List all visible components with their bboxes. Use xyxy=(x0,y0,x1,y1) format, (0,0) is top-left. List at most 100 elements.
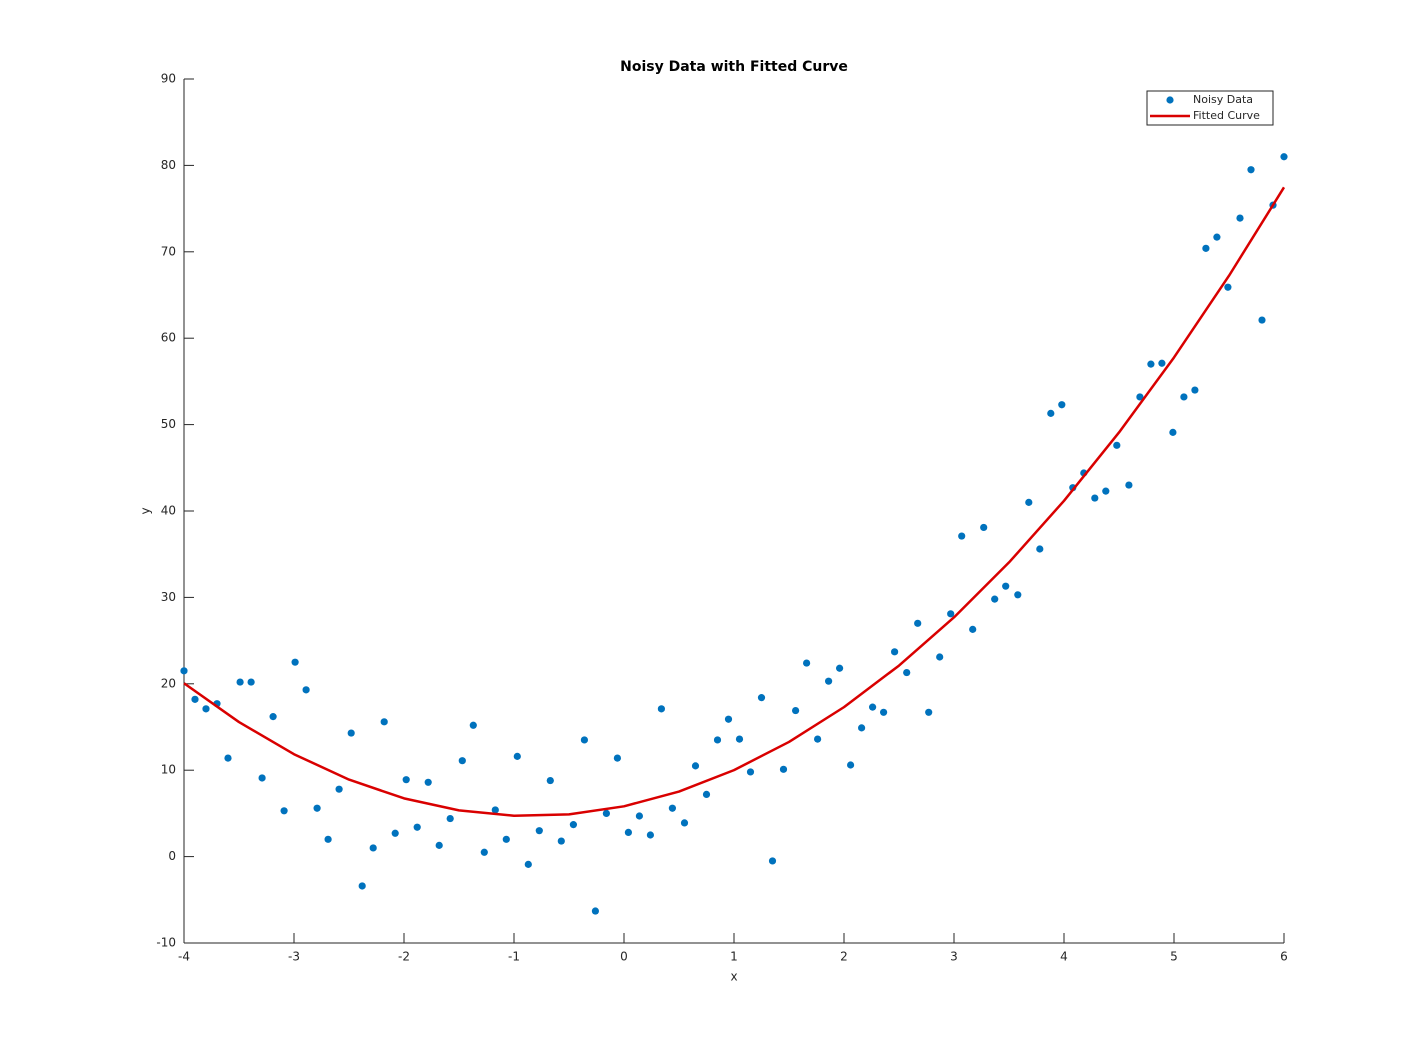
data-point xyxy=(803,659,811,667)
data-point xyxy=(814,735,822,743)
data-point xyxy=(435,841,443,849)
x-tick-label: 2 xyxy=(840,950,848,964)
data-point xyxy=(825,677,833,685)
y-tick-label: 40 xyxy=(161,504,176,518)
data-point xyxy=(1147,360,1155,368)
data-point xyxy=(524,860,532,868)
data-point xyxy=(591,907,600,915)
data-point xyxy=(413,823,421,831)
y-axis-label: y xyxy=(139,507,153,514)
data-point xyxy=(324,835,332,843)
data-point xyxy=(580,736,589,744)
data-point xyxy=(1236,214,1244,222)
y-tick-label: 10 xyxy=(161,763,176,777)
data-point xyxy=(269,713,277,721)
data-point xyxy=(668,804,677,812)
data-point xyxy=(557,837,565,845)
x-tick-label: 3 xyxy=(950,950,958,964)
data-point xyxy=(335,785,343,793)
data-point xyxy=(869,703,877,711)
y-tick-label: -10 xyxy=(156,936,176,950)
fitted-line xyxy=(183,186,1286,817)
data-point xyxy=(369,844,377,852)
data-point xyxy=(724,715,733,723)
y-tick-label: 50 xyxy=(161,417,176,431)
data-point xyxy=(1191,386,1199,394)
data-point xyxy=(958,532,966,540)
y-tick-label: 80 xyxy=(161,158,176,172)
x-tick-label: -4 xyxy=(178,950,190,964)
data-point xyxy=(947,610,955,618)
data-point xyxy=(446,814,454,823)
data-point xyxy=(635,812,644,820)
data-point xyxy=(1213,233,1221,241)
data-point xyxy=(1136,393,1144,401)
x-axis-label: x xyxy=(730,970,737,984)
data-point xyxy=(1169,428,1177,436)
x-tick-label: -2 xyxy=(398,950,410,964)
data-point xyxy=(768,857,777,865)
data-point xyxy=(258,774,266,782)
data-point xyxy=(424,778,432,786)
data-point xyxy=(1202,244,1210,252)
data-point xyxy=(702,790,711,798)
data-point xyxy=(502,835,510,843)
data-point xyxy=(1058,401,1066,409)
data-point xyxy=(657,705,666,713)
data-point xyxy=(236,678,244,686)
data-point xyxy=(402,776,410,784)
data-point xyxy=(391,829,399,837)
data-point xyxy=(1091,494,1099,502)
data-point xyxy=(469,721,477,729)
y-tick-label: 30 xyxy=(161,590,176,604)
data-point xyxy=(847,761,855,769)
data-point xyxy=(1036,545,1044,553)
x-tick-label: -3 xyxy=(288,950,300,964)
data-point xyxy=(914,619,922,627)
data-point xyxy=(1258,316,1266,324)
data-point xyxy=(1113,441,1121,449)
x-tick-label: 5 xyxy=(1170,950,1178,964)
data-point xyxy=(569,821,578,829)
data-point xyxy=(291,658,299,666)
data-point xyxy=(836,664,844,672)
data-point xyxy=(903,668,911,677)
y-tick-label: 0 xyxy=(168,849,176,863)
x-tick-label: 1 xyxy=(730,950,738,964)
data-point xyxy=(458,757,466,765)
legend: Noisy Data Fitted Curve xyxy=(1146,90,1274,126)
data-point xyxy=(735,735,744,743)
data-point xyxy=(313,804,321,812)
legend-label: Fitted Curve xyxy=(1193,109,1260,122)
data-point xyxy=(1180,393,1188,401)
data-point xyxy=(891,648,899,656)
y-tick-label: 70 xyxy=(161,244,176,258)
data-point xyxy=(535,827,543,835)
data-point xyxy=(969,625,977,633)
chart-title: Noisy Data with Fitted Curve xyxy=(620,59,848,75)
legend-marker xyxy=(1166,96,1174,104)
legend-box xyxy=(1146,90,1274,126)
data-point xyxy=(792,706,800,715)
data-point xyxy=(1025,498,1033,506)
data-point xyxy=(613,754,622,762)
data-point xyxy=(180,667,188,675)
data-point xyxy=(925,708,933,716)
data-point xyxy=(746,768,755,776)
data-point xyxy=(480,848,488,856)
data-point xyxy=(757,694,766,702)
data-point xyxy=(1224,283,1232,291)
data-point xyxy=(980,523,988,532)
x-tick-label: 4 xyxy=(1060,950,1068,964)
y-tick-label: 60 xyxy=(161,331,176,345)
data-point xyxy=(202,705,210,713)
data-point xyxy=(224,754,232,762)
data-point xyxy=(1247,166,1255,174)
data-point xyxy=(358,882,366,890)
data-point xyxy=(546,776,554,785)
data-point xyxy=(713,736,722,744)
data-point xyxy=(1280,153,1288,161)
data-point xyxy=(646,831,655,839)
data-point xyxy=(380,718,388,726)
